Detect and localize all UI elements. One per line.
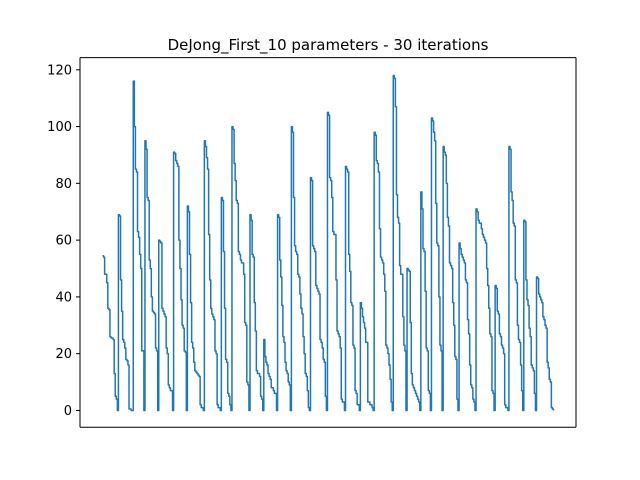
y-tick-label: 120 bbox=[47, 63, 72, 78]
series-line bbox=[102, 74, 555, 412]
y-tick-label: 40 bbox=[55, 290, 72, 305]
y-tick-label: 100 bbox=[47, 120, 72, 135]
series-lines bbox=[102, 74, 555, 412]
chart-title: DeJong_First_10 parameters - 30 iteratio… bbox=[168, 36, 489, 55]
y-axis: 0 20 40 60 80 100 120 bbox=[47, 63, 80, 419]
y-tick-label: 60 bbox=[55, 234, 72, 249]
y-tick-label: 20 bbox=[55, 347, 72, 362]
y-tick-label: 0 bbox=[64, 404, 72, 419]
plot-frame bbox=[79, 57, 577, 428]
y-tick-label: 80 bbox=[55, 177, 72, 192]
